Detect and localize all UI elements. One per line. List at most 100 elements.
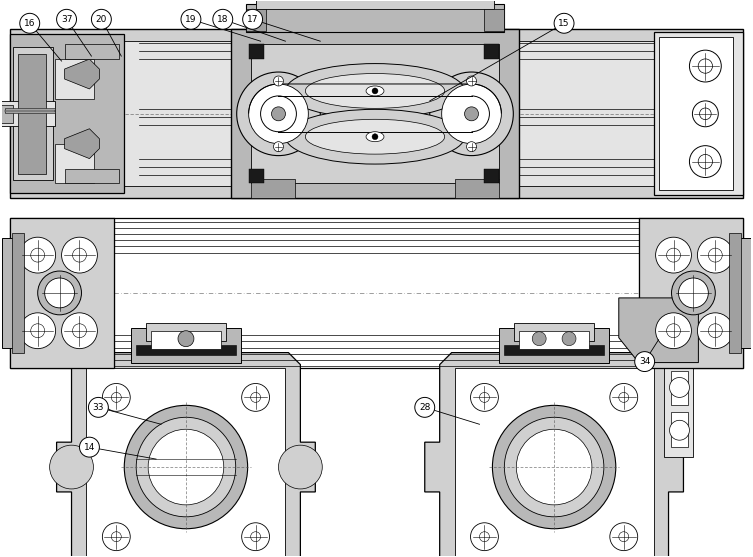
Circle shape <box>678 278 709 308</box>
Circle shape <box>480 393 489 402</box>
Circle shape <box>697 313 733 349</box>
Circle shape <box>242 383 270 411</box>
Bar <box>230 30 520 198</box>
Text: 14: 14 <box>84 443 95 452</box>
Text: 16: 16 <box>24 19 35 28</box>
Circle shape <box>31 248 44 262</box>
Circle shape <box>562 332 576 346</box>
Circle shape <box>72 248 87 262</box>
Polygon shape <box>65 129 99 159</box>
Circle shape <box>666 324 681 338</box>
Text: 34: 34 <box>639 357 651 366</box>
Bar <box>2 238 20 348</box>
Bar <box>639 218 743 368</box>
Circle shape <box>178 331 194 346</box>
Bar <box>484 169 499 183</box>
Circle shape <box>635 351 654 372</box>
Bar <box>455 368 654 557</box>
Bar <box>245 9 266 31</box>
Circle shape <box>656 313 691 349</box>
Ellipse shape <box>366 132 384 141</box>
Circle shape <box>136 417 236 517</box>
Circle shape <box>80 437 99 457</box>
Circle shape <box>181 9 201 30</box>
Bar <box>65 44 119 59</box>
Bar <box>10 218 743 368</box>
Text: 19: 19 <box>185 15 197 24</box>
Circle shape <box>430 72 514 155</box>
Polygon shape <box>56 353 316 557</box>
Circle shape <box>372 88 378 94</box>
Circle shape <box>467 109 477 119</box>
Bar <box>55 59 94 99</box>
Circle shape <box>279 445 322 489</box>
Bar <box>670 370 688 405</box>
Circle shape <box>442 84 501 144</box>
Circle shape <box>213 9 233 30</box>
Circle shape <box>273 76 283 86</box>
Circle shape <box>693 101 718 127</box>
Circle shape <box>698 154 712 169</box>
Circle shape <box>62 237 97 273</box>
Circle shape <box>20 237 56 273</box>
Circle shape <box>669 378 690 397</box>
Circle shape <box>709 248 722 262</box>
Bar <box>10 30 743 198</box>
Circle shape <box>471 523 498 551</box>
Bar <box>151 331 221 349</box>
Circle shape <box>610 383 638 411</box>
Circle shape <box>700 108 711 120</box>
Text: 18: 18 <box>217 15 228 24</box>
Bar <box>12 233 24 353</box>
Circle shape <box>656 237 691 273</box>
Circle shape <box>492 405 616 529</box>
Bar <box>505 345 604 355</box>
Bar <box>455 178 499 198</box>
Circle shape <box>690 146 721 178</box>
Ellipse shape <box>285 63 465 118</box>
Ellipse shape <box>366 86 384 96</box>
Circle shape <box>111 393 121 402</box>
Circle shape <box>465 107 478 121</box>
Bar <box>251 44 499 183</box>
Bar <box>654 32 743 196</box>
Ellipse shape <box>306 74 445 109</box>
Bar <box>248 44 264 59</box>
Circle shape <box>273 109 283 119</box>
Circle shape <box>31 324 44 338</box>
Circle shape <box>619 532 629 541</box>
Circle shape <box>709 324 722 338</box>
Circle shape <box>610 523 638 551</box>
Circle shape <box>56 9 77 30</box>
Circle shape <box>480 532 489 541</box>
Bar <box>484 44 499 59</box>
Circle shape <box>50 445 93 489</box>
Bar <box>520 331 589 349</box>
Bar <box>0 105 13 123</box>
Circle shape <box>467 141 477 152</box>
Circle shape <box>20 13 40 33</box>
Bar <box>5 108 55 113</box>
Circle shape <box>20 313 56 349</box>
Circle shape <box>251 393 261 402</box>
Bar <box>255 0 495 9</box>
Polygon shape <box>65 59 99 89</box>
Bar <box>10 218 114 368</box>
Bar <box>13 47 53 180</box>
Circle shape <box>554 13 574 33</box>
Circle shape <box>698 59 712 73</box>
Text: 17: 17 <box>247 15 258 24</box>
Bar <box>670 412 688 447</box>
Bar <box>251 178 295 198</box>
Circle shape <box>532 332 546 346</box>
Bar <box>10 34 124 193</box>
Bar <box>18 54 46 174</box>
Polygon shape <box>619 298 698 363</box>
Bar <box>484 9 505 31</box>
Bar <box>5 110 55 112</box>
Circle shape <box>62 313 97 349</box>
Bar <box>663 363 694 457</box>
Circle shape <box>272 107 285 121</box>
Circle shape <box>273 141 283 152</box>
Bar <box>65 169 119 183</box>
